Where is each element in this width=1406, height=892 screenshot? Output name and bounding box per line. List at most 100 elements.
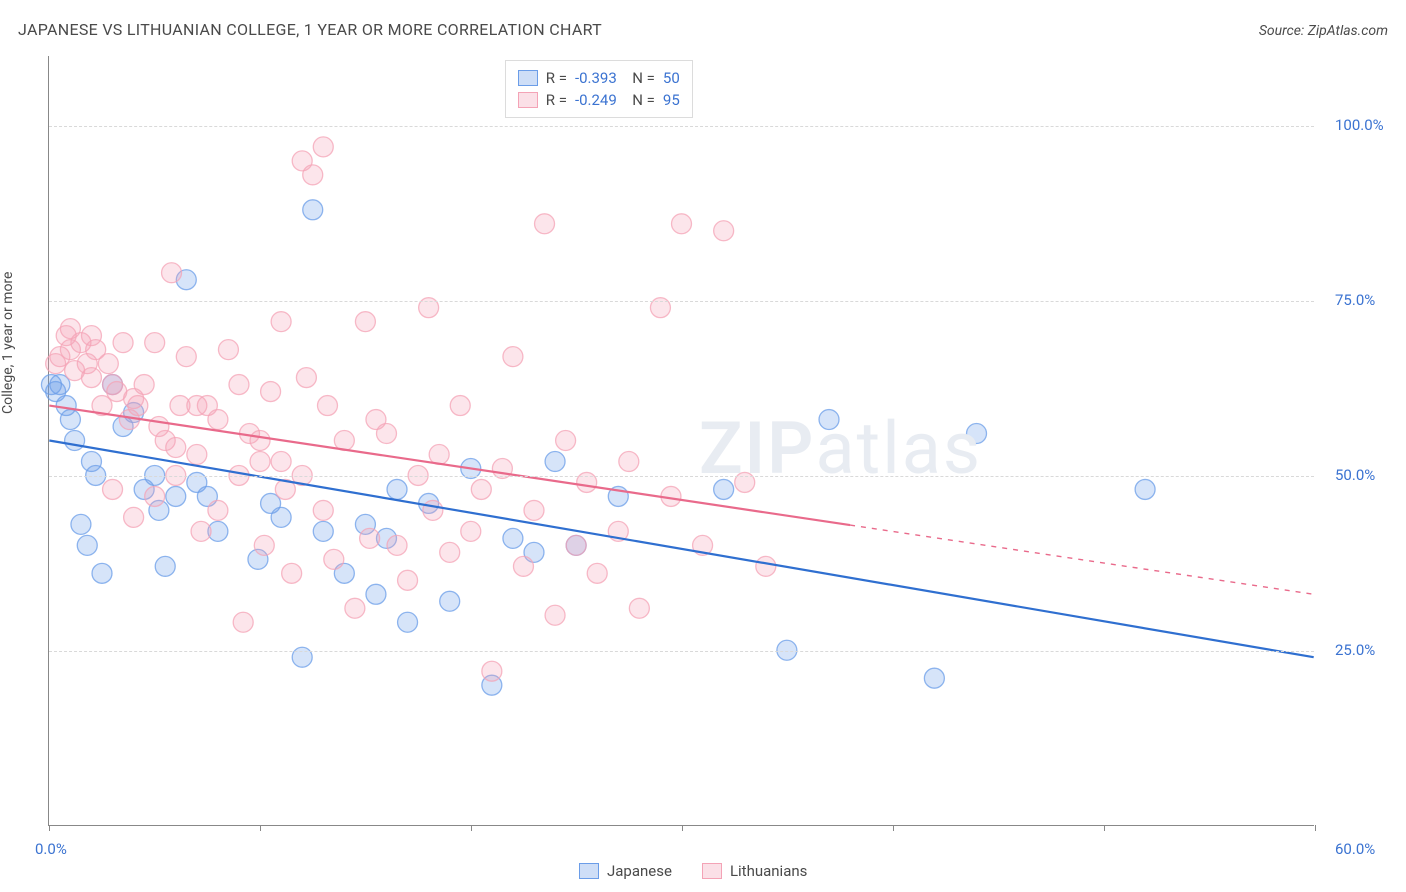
scatter-point (387, 479, 407, 499)
scatter-point (77, 535, 97, 555)
y-tick-label: 100.0% (1335, 116, 1384, 134)
stat-r-label: R = (546, 67, 567, 89)
scatter-point (124, 507, 144, 527)
scatter-point (282, 563, 302, 583)
scatter-point (423, 500, 443, 520)
stats-legend: R = -0.393 N = 50R = -0.249 N = 95 (505, 60, 693, 118)
scatter-point (967, 424, 987, 444)
x-tick-mark (1315, 825, 1316, 831)
scatter-point (218, 340, 238, 360)
chart-title: JAPANESE VS LITHUANIAN COLLEGE, 1 YEAR O… (18, 20, 602, 39)
scatter-point (271, 451, 291, 471)
scatter-point (303, 200, 323, 220)
scatter-point (128, 396, 148, 416)
stat-n-value: 95 (663, 89, 680, 111)
x-tick-label: 0.0% (35, 840, 67, 858)
scatter-point (134, 375, 154, 395)
scatter-point (503, 528, 523, 548)
scatter-point (819, 410, 839, 430)
scatter-point (360, 528, 380, 548)
scatter-point (545, 605, 565, 625)
scatter-point (145, 486, 165, 506)
scatter-point (398, 612, 418, 632)
scatter-point (176, 347, 196, 367)
scatter-point (545, 451, 565, 471)
y-tick-label: 50.0% (1335, 466, 1375, 484)
scatter-point (324, 549, 344, 569)
stats-legend-row: R = -0.393 N = 50 (518, 67, 680, 89)
gridline-h (49, 476, 1314, 477)
scatter-point (503, 347, 523, 367)
scatter-point (271, 507, 291, 527)
scatter-point (166, 438, 186, 458)
legend-swatch (518, 70, 538, 86)
x-tick-mark (893, 825, 894, 831)
scatter-point (387, 535, 407, 555)
scatter-point (556, 431, 576, 451)
scatter-point (191, 521, 211, 541)
legend-swatch (579, 863, 599, 879)
series-name: Lithuanians (730, 862, 807, 880)
source-name: ZipAtlas.com (1308, 23, 1388, 39)
scatter-point (345, 598, 365, 618)
scatter-point (46, 354, 66, 374)
scatter-point (145, 333, 165, 353)
gridline-h (49, 651, 1314, 652)
legend-swatch (518, 92, 538, 108)
scatter-point (535, 214, 555, 234)
scatter-point (98, 354, 118, 374)
chart-header: JAPANESE VS LITHUANIAN COLLEGE, 1 YEAR O… (18, 20, 1388, 39)
stat-n-label: N = (625, 89, 655, 111)
x-tick-mark (49, 825, 50, 831)
scatter-point (208, 410, 228, 430)
scatter-point (714, 221, 734, 241)
chart-source: Source: ZipAtlas.com (1259, 23, 1388, 39)
scatter-point (366, 584, 386, 604)
scatter-point (317, 396, 337, 416)
scatter-point (60, 319, 80, 339)
scatter-point (756, 556, 776, 576)
scatter-point (450, 396, 470, 416)
scatter-point (313, 137, 333, 157)
scatter-point (440, 542, 460, 562)
x-tick-mark (471, 825, 472, 831)
scatter-point (254, 535, 274, 555)
scatter-point (629, 598, 649, 618)
scatter-point (513, 556, 533, 576)
scatter-point (250, 431, 270, 451)
series-legend-item: Lithuanians (702, 862, 807, 880)
scatter-point (461, 521, 481, 541)
stat-n-label: N = (625, 67, 655, 89)
scatter-point (233, 612, 253, 632)
scatter-point (103, 479, 123, 499)
scatter-point (271, 312, 291, 332)
stat-r-label: R = (546, 89, 567, 111)
scatter-point (376, 424, 396, 444)
scatter-point (482, 661, 502, 681)
scatter-point (619, 451, 639, 471)
scatter-point (440, 591, 460, 611)
scatter-point (162, 263, 182, 283)
y-tick-label: 75.0% (1335, 291, 1375, 309)
scatter-point (155, 556, 175, 576)
scatter-point (81, 326, 101, 346)
scatter-point (92, 563, 112, 583)
scatter-point (398, 570, 418, 590)
x-tick-label: 60.0% (1335, 840, 1375, 858)
scatter-point (313, 521, 333, 541)
source-prefix: Source: (1259, 23, 1308, 39)
scatter-point (229, 375, 249, 395)
x-tick-mark (1104, 825, 1105, 831)
regression-line (49, 406, 850, 526)
scatter-point (208, 500, 228, 520)
x-tick-mark (260, 825, 261, 831)
stat-r-value: -0.249 (575, 89, 617, 111)
scatter-point (261, 382, 281, 402)
scatter-point (41, 375, 61, 395)
scatter-point (924, 668, 944, 688)
scatter-point (113, 333, 133, 353)
scatter-point (303, 165, 323, 185)
scatter-point (672, 214, 692, 234)
gridline-h (49, 301, 1314, 302)
scatter-point (81, 368, 101, 388)
